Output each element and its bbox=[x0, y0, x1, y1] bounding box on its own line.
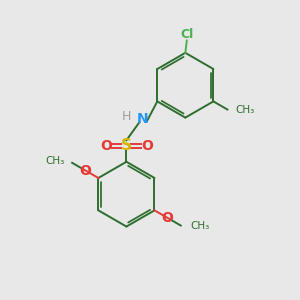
Text: O: O bbox=[80, 164, 92, 178]
Text: CH₃: CH₃ bbox=[190, 221, 209, 231]
Text: H: H bbox=[122, 110, 131, 123]
Text: O: O bbox=[100, 139, 112, 153]
Text: Cl: Cl bbox=[180, 28, 194, 41]
Text: O: O bbox=[141, 139, 153, 153]
Text: S: S bbox=[121, 138, 132, 153]
Text: CH₃: CH₃ bbox=[45, 156, 64, 166]
Text: CH₃: CH₃ bbox=[236, 104, 255, 115]
Text: O: O bbox=[161, 211, 173, 225]
Text: N: N bbox=[137, 112, 148, 126]
